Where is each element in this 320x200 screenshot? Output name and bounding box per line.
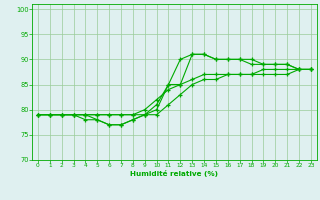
X-axis label: Humidité relative (%): Humidité relative (%) <box>131 170 219 177</box>
